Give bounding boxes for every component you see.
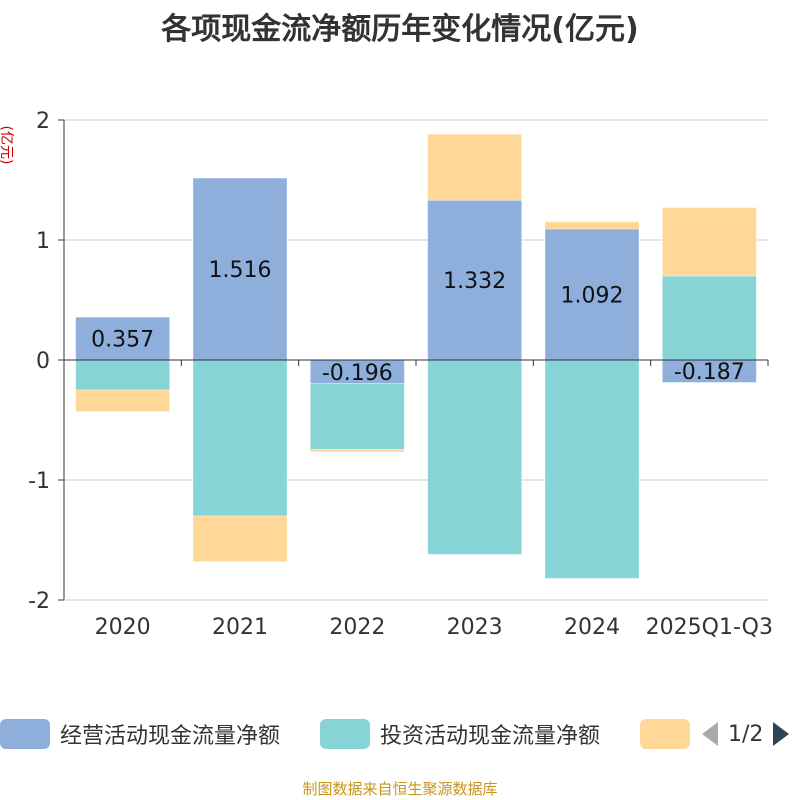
- data-label-2020: 0.357: [91, 328, 154, 353]
- bar-financing-2023: [427, 133, 523, 201]
- bar-financing-2021: [192, 515, 288, 563]
- data-source-note: 制图数据来自恒生聚源数据库: [302, 780, 498, 798]
- legend-swatch-operating: [0, 719, 50, 749]
- x-tick-label: 2020: [95, 615, 151, 640]
- next-page-icon[interactable]: [771, 720, 791, 748]
- data-label-2025Q1-Q3: -0.187: [674, 360, 745, 385]
- legend-item-financing[interactable]: [640, 716, 700, 752]
- y-tick-label: 2: [36, 109, 50, 134]
- bar-financing-2022: [309, 449, 405, 453]
- x-tick-label: 2023: [447, 615, 503, 640]
- data-label-2023: 1.332: [443, 269, 506, 294]
- bar-investing-2020: [75, 359, 171, 391]
- legend-label-investing: 投资活动现金流量净额: [380, 724, 601, 749]
- y-axis-unit-label: (亿元): [0, 126, 14, 165]
- bar-investing-2025Q1-Q3: [661, 275, 757, 361]
- legend-swatch-financing: [640, 719, 690, 749]
- x-tick-label: 2022: [329, 615, 385, 640]
- x-tick-label: 2024: [564, 615, 620, 640]
- bar-financing-2024: [544, 221, 640, 230]
- legend-item-operating[interactable]: 经营活动现金流量净额: [0, 716, 280, 752]
- prev-page-icon[interactable]: [700, 720, 720, 748]
- legend: 经营活动现金流量净额 投资活动现金流量净额 1/2: [0, 716, 800, 756]
- bar-investing-2023: [427, 359, 523, 555]
- bar-operating-2024: [544, 228, 640, 361]
- legend-label-operating: 经营活动现金流量净额: [60, 724, 281, 749]
- x-tick-label: 2021: [212, 615, 268, 640]
- y-tick-label: 0: [36, 349, 50, 374]
- data-label-2021: 1.516: [209, 258, 272, 283]
- legend-page-indicator: 1/2: [728, 721, 764, 747]
- bar-financing-2020: [75, 389, 171, 413]
- bar-operating-2021: [192, 177, 288, 361]
- chart-title: 各项现金流净额历年变化情况(亿元): [161, 12, 639, 47]
- x-tick-label: 2025Q1-Q3: [646, 615, 773, 640]
- data-label-2024: 1.092: [561, 283, 624, 308]
- bar-investing-2024: [544, 359, 640, 579]
- stacked-bar-chart: (亿元) 2 1 0 -1 -2 0.357 1.516 -0.196 1.332 1.092 -0.…: [0, 109, 773, 640]
- legend-pager: 1/2: [700, 716, 791, 752]
- data-label-2022: -0.196: [322, 361, 393, 386]
- bar-investing-2021: [192, 359, 288, 517]
- legend-swatch-investing: [320, 719, 370, 749]
- y-tick-label: -1: [28, 469, 50, 494]
- y-tick-label: -2: [28, 589, 50, 614]
- legend-item-investing[interactable]: 投资活动现金流量净额: [320, 716, 600, 752]
- bar-investing-2022: [309, 383, 405, 451]
- y-tick-label: 1: [36, 229, 50, 254]
- bar-operating-2020: [75, 316, 171, 361]
- bar-financing-2025Q1-Q3: [661, 207, 757, 277]
